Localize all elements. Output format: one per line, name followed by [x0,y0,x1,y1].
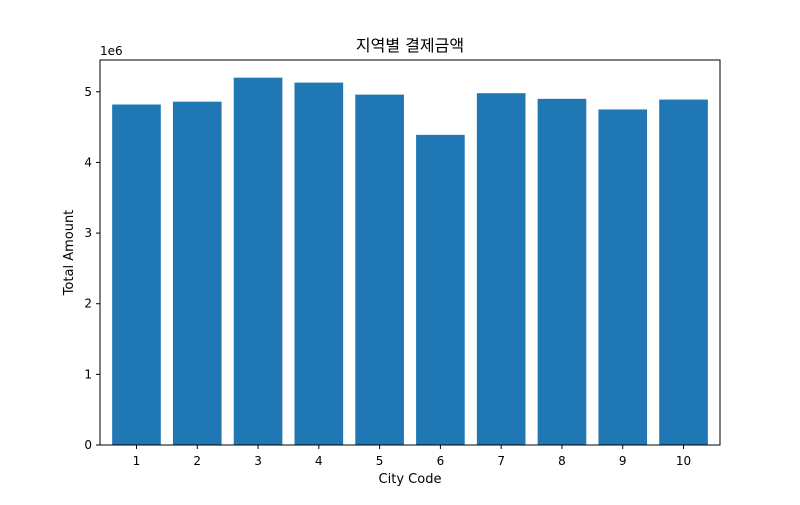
bar-city-4 [294,82,344,446]
bar-city-7 [476,93,526,445]
y-ticks-group: 0 1 2 3 4 5 [84,85,100,452]
y-tick-label: 1 [84,367,92,381]
bar-city-3 [233,77,283,445]
bar-city-10 [659,99,708,445]
y-axis-label: Total Amount [62,210,77,297]
x-tick-label: 9 [619,454,627,468]
bar-city-1 [112,104,161,445]
x-tick-label: 4 [315,454,323,468]
x-tick-label: 7 [497,454,505,468]
y-tick-label: 3 [84,226,92,240]
x-tick-label: 1 [133,454,141,468]
y-tick-label: 2 [84,297,92,311]
x-tick-label: 3 [254,454,262,468]
bar-city-5 [355,94,404,446]
x-tick-label: 2 [193,454,201,468]
x-tick-label: 10 [676,454,691,468]
bar-city-9 [598,109,648,445]
y-offset-label: 1e6 [100,44,123,58]
bar-city-8 [537,98,587,445]
bars-group [112,77,708,446]
bar-city-2 [172,101,222,446]
x-tick-label: 5 [376,454,384,468]
bar-city-6 [416,134,465,445]
y-tick-label: 0 [84,438,92,452]
y-tick-label: 5 [84,85,92,99]
x-ticks-group: 1 2 3 4 5 6 7 8 9 10 [133,445,691,468]
y-tick-label: 4 [84,155,92,169]
x-tick-label: 8 [558,454,566,468]
chart-title: 지역별 결제금액 [356,36,464,55]
x-tick-label: 6 [437,454,445,468]
x-axis-label: City Code [379,472,442,487]
plot-frame [99,59,721,446]
